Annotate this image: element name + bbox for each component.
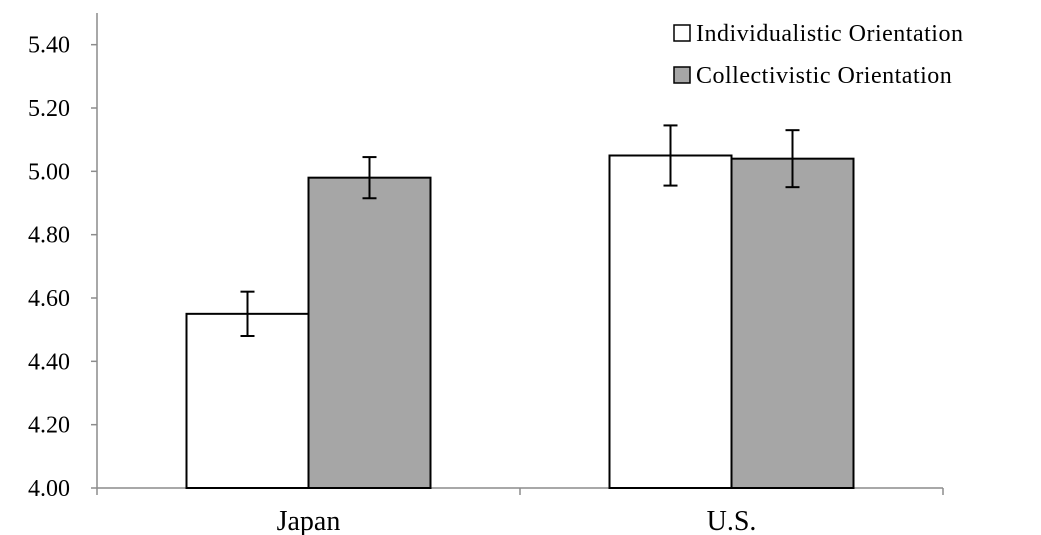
legend-item: Collectivistic Orientation <box>673 63 952 89</box>
error-bar <box>240 290 255 337</box>
axes: 4.00 4.20 4.40 4.60 4.80 5.00 5.20 5.40 Japan U.S… <box>28 13 944 535</box>
y-tick-label: 4.20 <box>28 413 70 439</box>
bar-japan-series-2 <box>307 176 432 490</box>
error-bar <box>663 124 678 187</box>
y-tick-label: 4.40 <box>28 349 70 375</box>
error-bar <box>362 156 377 200</box>
legend-item: Individualistic Orientation <box>673 21 963 47</box>
legend: Individualistic Orientation Collectivisti… <box>673 21 963 89</box>
bar-us-series-2 <box>730 157 855 490</box>
bar-us-series-1 <box>608 154 733 489</box>
y-tick-label: 4.60 <box>28 286 70 312</box>
bars <box>185 154 855 490</box>
legend-label: Collectivistic Orientation <box>696 63 952 89</box>
y-tick-label: 4.00 <box>28 476 70 502</box>
bar-japan-series-1 <box>185 312 310 490</box>
error-bar <box>785 129 800 189</box>
x-category-label: U.S. <box>707 506 757 535</box>
error-bars <box>240 124 800 337</box>
y-tick-label: 4.80 <box>28 223 70 249</box>
legend-swatch <box>673 24 691 42</box>
y-tick-label: 5.40 <box>28 33 70 59</box>
y-tick-label: 5.20 <box>28 96 70 122</box>
legend-label: Individualistic Orientation <box>696 21 963 47</box>
x-category-label: Japan <box>277 506 341 535</box>
y-tick-label: 5.00 <box>28 159 70 185</box>
legend-swatch <box>673 66 691 84</box>
